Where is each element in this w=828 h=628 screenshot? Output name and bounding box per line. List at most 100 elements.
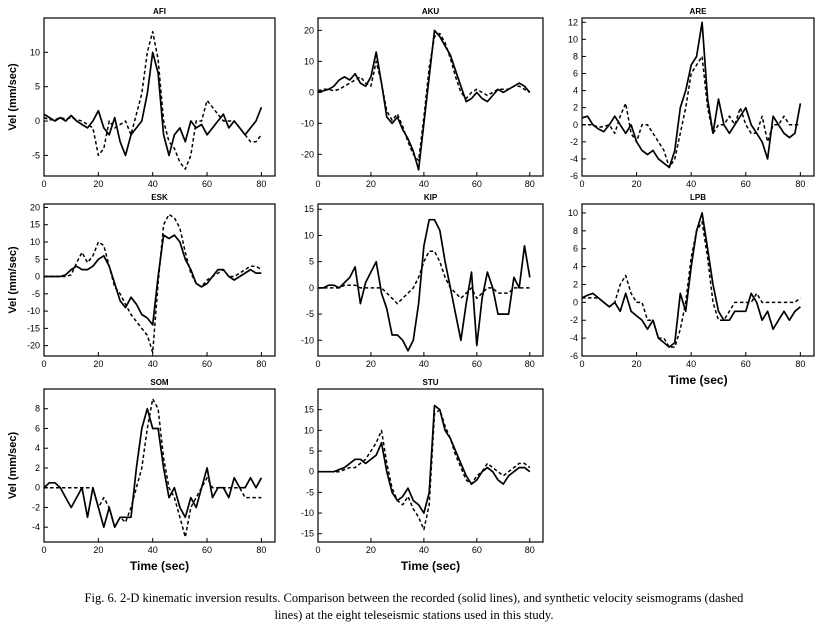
y-tick-label: 4	[573, 262, 578, 272]
x-tick-label: 40	[148, 359, 158, 369]
series-synthetic-aku	[318, 32, 531, 162]
x-tick-label: 0	[579, 179, 584, 189]
x-tick-label: 40	[686, 179, 696, 189]
x-tick-label: 80	[256, 359, 266, 369]
y-tick-label: -2	[570, 137, 578, 147]
y-tick-label: -4	[570, 333, 578, 343]
x-tick-label: 80	[525, 179, 535, 189]
y-tick-label: -10	[301, 118, 314, 128]
x-tick-label: 40	[686, 359, 696, 369]
series-recorded-som	[44, 407, 263, 529]
plot-frame-lpb	[581, 203, 815, 357]
plot-frame-kip	[317, 203, 544, 357]
panel-title-afi: AFI	[153, 7, 166, 16]
x-tick-label: 40	[419, 359, 429, 369]
y-tick-label: 2	[35, 463, 40, 473]
y-tick-label: 5	[35, 254, 40, 264]
y-tick-label: -2	[32, 502, 40, 512]
x-tick-label: 80	[795, 179, 805, 189]
y-axis-label: Vel (mm/sec)	[7, 63, 19, 131]
x-tick-label: 40	[148, 179, 158, 189]
plot-frame-som	[43, 388, 276, 543]
plot-frame-are	[581, 17, 815, 177]
series-recorded-aku	[318, 29, 531, 171]
x-tick-label: 20	[366, 179, 376, 189]
x-tick-label: 0	[41, 359, 46, 369]
y-tick-label: 0	[309, 87, 314, 97]
x-tick-label: 60	[472, 359, 482, 369]
x-tick-label: 20	[93, 179, 103, 189]
series-synthetic-esk	[44, 213, 262, 354]
x-tick-label: 0	[579, 359, 584, 369]
y-tick-label: 15	[30, 220, 40, 230]
panel-title-are: ARE	[690, 7, 708, 16]
y-tick-label: 6	[573, 69, 578, 79]
y-tick-label: -10	[301, 508, 314, 518]
y-tick-label: -6	[570, 351, 578, 361]
x-tick-label: 20	[632, 359, 642, 369]
y-tick-label: 5	[35, 82, 40, 92]
series-synthetic-are	[582, 55, 801, 169]
y-tick-label: -4	[570, 154, 578, 164]
y-tick-label: -6	[570, 171, 578, 181]
y-tick-label: 10	[568, 208, 578, 218]
x-tick-label: 60	[472, 545, 482, 555]
y-tick-label: 0	[573, 120, 578, 130]
x-tick-label: 60	[741, 179, 751, 189]
y-tick-label: 10	[304, 425, 314, 435]
y-axis-label: Vel (mm/sec)	[7, 246, 19, 314]
y-tick-label: 12	[568, 17, 578, 27]
y-tick-label: -10	[27, 306, 40, 316]
y-tick-label: 0	[309, 467, 314, 477]
y-tick-label: -15	[301, 529, 314, 539]
x-tick-label: 0	[315, 545, 320, 555]
x-tick-label: 20	[366, 359, 376, 369]
y-tick-label: 10	[30, 47, 40, 57]
y-tick-label: 10	[304, 56, 314, 66]
y-tick-label: 4	[573, 86, 578, 96]
y-tick-label: 2	[573, 279, 578, 289]
figure-caption: Fig. 6. 2-D kinematic inversion results.…	[0, 590, 828, 624]
x-axis-label: Time (sec)	[668, 373, 727, 387]
y-tick-label: 10	[304, 230, 314, 240]
series-synthetic-afi	[44, 30, 262, 170]
panel-afi: AFI 0 20 40 60 80 -5 0 5 10 Vel (mm/sec)	[7, 7, 276, 189]
x-tick-label: 80	[525, 545, 535, 555]
series-recorded-stu	[318, 404, 531, 514]
caption-line-2: lines) at the eight teleseismic stations…	[274, 608, 554, 622]
y-tick-label: 0	[309, 283, 314, 293]
series-recorded-kip	[318, 218, 531, 352]
panel-som: SOM 0 20 40 60 80 -4 -2 0 2 4 6 8 Vel (mm/sec) Time (s…	[7, 378, 276, 573]
series-recorded-are	[582, 21, 802, 169]
y-axis-label: Vel (mm/sec)	[7, 432, 19, 500]
y-tick-label: 20	[30, 202, 40, 212]
plot-frame-afi	[43, 17, 276, 177]
y-tick-label: 6	[573, 244, 578, 254]
y-tick-label: -5	[306, 309, 314, 319]
x-tick-label: 20	[93, 545, 103, 555]
y-tick-label: 10	[568, 34, 578, 44]
y-tick-label: -20	[27, 341, 40, 351]
series-recorded-afi	[44, 51, 263, 157]
y-tick-label: -15	[27, 323, 40, 333]
series-synthetic-som	[44, 398, 262, 538]
y-tick-label: 2	[573, 103, 578, 113]
y-tick-label: 5	[309, 446, 314, 456]
x-tick-label: 0	[41, 179, 46, 189]
x-tick-label: 0	[41, 545, 46, 555]
y-tick-label: 8	[573, 226, 578, 236]
plot-frame-aku	[317, 17, 544, 177]
panel-title-stu: STU	[423, 378, 439, 387]
panel-kip: KIP 0 20 40 60 80 -10 -5 0 5 10 15	[301, 193, 544, 369]
plot-frame-esk	[43, 203, 276, 357]
y-tick-label: -10	[301, 335, 314, 345]
x-tick-label: 80	[525, 359, 535, 369]
x-tick-label: 60	[202, 545, 212, 555]
y-tick-label: -5	[306, 487, 314, 497]
y-tick-label: 15	[304, 405, 314, 415]
y-tick-label: 15	[304, 204, 314, 214]
y-tick-label: 5	[309, 257, 314, 267]
panel-title-aku: AKU	[422, 7, 440, 16]
y-tick-label: 20	[304, 25, 314, 35]
y-tick-label: 0	[35, 483, 40, 493]
